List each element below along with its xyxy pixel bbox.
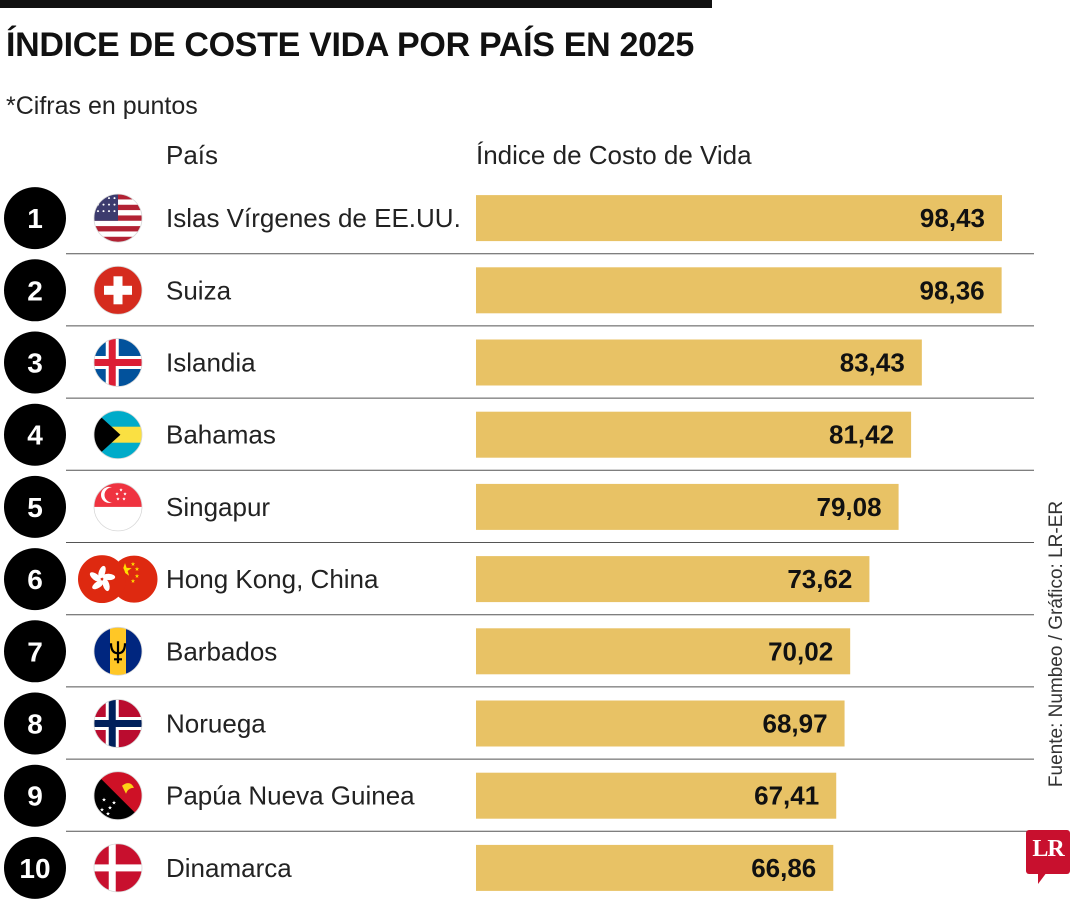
papua-new-guinea-flag-icon xyxy=(93,771,143,821)
value-label: 68,97 xyxy=(762,709,827,739)
chart-subtitle: *Cifras en puntos xyxy=(6,92,198,120)
norway-flag-icon xyxy=(93,699,143,748)
country-label: Hong Kong, China xyxy=(166,564,379,594)
barbados-flag-icon xyxy=(93,626,143,676)
country-label: Dinamarca xyxy=(166,853,292,883)
bar xyxy=(476,411,912,458)
rank-badge xyxy=(4,692,66,755)
denmark-flag-icon xyxy=(93,843,143,893)
logo-text: LR xyxy=(1032,836,1064,862)
switzerland-flag-icon xyxy=(93,265,143,315)
country-label: Singapur xyxy=(166,492,270,522)
rank-badge xyxy=(4,259,66,322)
rank-badge xyxy=(4,548,66,611)
bar xyxy=(476,483,899,530)
value-label: 83,43 xyxy=(840,348,905,378)
bar xyxy=(476,267,1002,314)
bar xyxy=(476,339,922,386)
singapore-flag-icon xyxy=(93,482,143,532)
country-label: Noruega xyxy=(166,709,266,739)
country-label: Bahamas xyxy=(166,420,276,450)
country-label: Islandia xyxy=(166,348,256,378)
rank-number: 2 xyxy=(27,275,43,306)
bar xyxy=(476,195,1002,242)
rank-number: 1 xyxy=(27,203,43,234)
bar xyxy=(476,628,851,675)
rank-badge xyxy=(4,620,66,683)
rank-badge xyxy=(4,836,66,899)
country-label: Islas Vírgenes de EE.UU. xyxy=(166,203,461,233)
rank-number: 9 xyxy=(27,781,43,812)
rank-badge xyxy=(4,764,66,827)
rank-badge xyxy=(4,331,66,394)
value-label: 79,08 xyxy=(817,492,882,522)
us-flag-icon xyxy=(93,193,143,243)
rank-badge xyxy=(4,403,66,466)
rank-badge xyxy=(4,187,66,250)
chart-title: ÍNDICE DE COSTE VIDA POR PAÍS EN 2025 xyxy=(6,26,694,64)
value-label: 98,36 xyxy=(920,275,985,305)
rank-number: 5 xyxy=(27,492,43,523)
rank-number: 6 xyxy=(27,564,43,595)
country-label: Barbados xyxy=(166,636,277,666)
value-label: 81,42 xyxy=(829,420,894,450)
country-label: Suiza xyxy=(166,275,232,305)
top-rule xyxy=(0,0,712,8)
source-note: Fuente: Numbeo / Gráfico: LR-ER xyxy=(1046,500,1067,788)
value-label: 66,86 xyxy=(751,853,816,883)
bar xyxy=(476,556,870,603)
hong-kong-china-flags-icon xyxy=(78,554,159,604)
rank-number: 3 xyxy=(27,348,43,379)
logo-tail xyxy=(1038,872,1047,884)
bahamas-flag-icon xyxy=(93,410,143,460)
iceland-flag-icon xyxy=(93,338,143,387)
rank-badge xyxy=(4,475,66,538)
value-label: 98,43 xyxy=(920,203,985,233)
bar xyxy=(476,700,845,747)
value-label: 67,41 xyxy=(754,781,819,811)
value-label: 73,62 xyxy=(787,564,852,594)
country-column-header: País xyxy=(166,140,219,170)
value-label: 70,02 xyxy=(768,636,833,666)
bar xyxy=(476,772,837,819)
lr-logo: LR xyxy=(1026,830,1070,874)
rank-number: 7 xyxy=(27,636,43,667)
bar xyxy=(476,844,834,891)
index-column-header: Índice de Costo de Vida xyxy=(476,140,752,170)
rank-number: 4 xyxy=(27,420,43,451)
country-label: Papúa Nueva Guinea xyxy=(166,781,415,811)
rank-number: 10 xyxy=(19,853,50,884)
rank-number: 8 xyxy=(27,709,43,740)
